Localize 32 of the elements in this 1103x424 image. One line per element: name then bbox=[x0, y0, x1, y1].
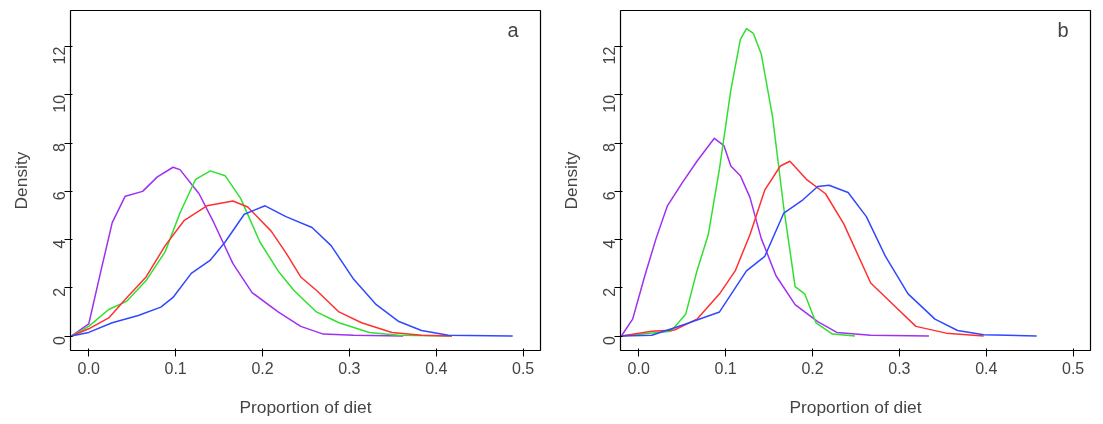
x-tick-label: 0.5 bbox=[512, 359, 535, 377]
y-tick-label: 8 bbox=[601, 143, 619, 153]
x-tick-label: 0.4 bbox=[975, 359, 998, 377]
annotation: a bbox=[507, 18, 520, 41]
x-axis-title: Proportion of diet bbox=[239, 396, 372, 417]
x-tick-label: 0.1 bbox=[164, 359, 187, 377]
y-tick-label: 4 bbox=[601, 239, 619, 249]
y-tick-label: 10 bbox=[51, 94, 69, 113]
y-tick-label: 12 bbox=[601, 46, 619, 65]
y-tick-label: 8 bbox=[51, 143, 69, 153]
y-tick-label: 4 bbox=[51, 239, 69, 249]
x-tick-label: 0.3 bbox=[338, 359, 361, 377]
x-tick-label: 0.2 bbox=[801, 359, 824, 377]
y-tick-label: 2 bbox=[51, 287, 69, 297]
y-tick-label: 2 bbox=[601, 287, 619, 297]
y-axis-title: Density bbox=[560, 151, 581, 210]
y-tick-label: 10 bbox=[601, 94, 619, 113]
x-tick-label: 0.3 bbox=[888, 359, 911, 377]
x-tick-label: 0.2 bbox=[251, 359, 274, 377]
x-tick-label: 0.5 bbox=[1062, 359, 1085, 377]
x-tick-label: 0.0 bbox=[77, 359, 100, 377]
y-tick-label: 0 bbox=[51, 335, 69, 345]
y-tick-label: 6 bbox=[51, 191, 69, 201]
x-tick-label: 0.1 bbox=[714, 359, 737, 377]
y-tick-label: 0 bbox=[601, 335, 619, 345]
x-tick-label: 0.0 bbox=[627, 359, 650, 377]
y-tick-label: 6 bbox=[601, 191, 619, 201]
x-tick-label: 0.4 bbox=[425, 359, 448, 377]
x-axis-title: Proportion of diet bbox=[789, 396, 922, 417]
y-tick-label: 12 bbox=[51, 46, 69, 65]
y-axis-title: Density bbox=[10, 151, 31, 210]
annotation: b bbox=[1057, 18, 1069, 41]
